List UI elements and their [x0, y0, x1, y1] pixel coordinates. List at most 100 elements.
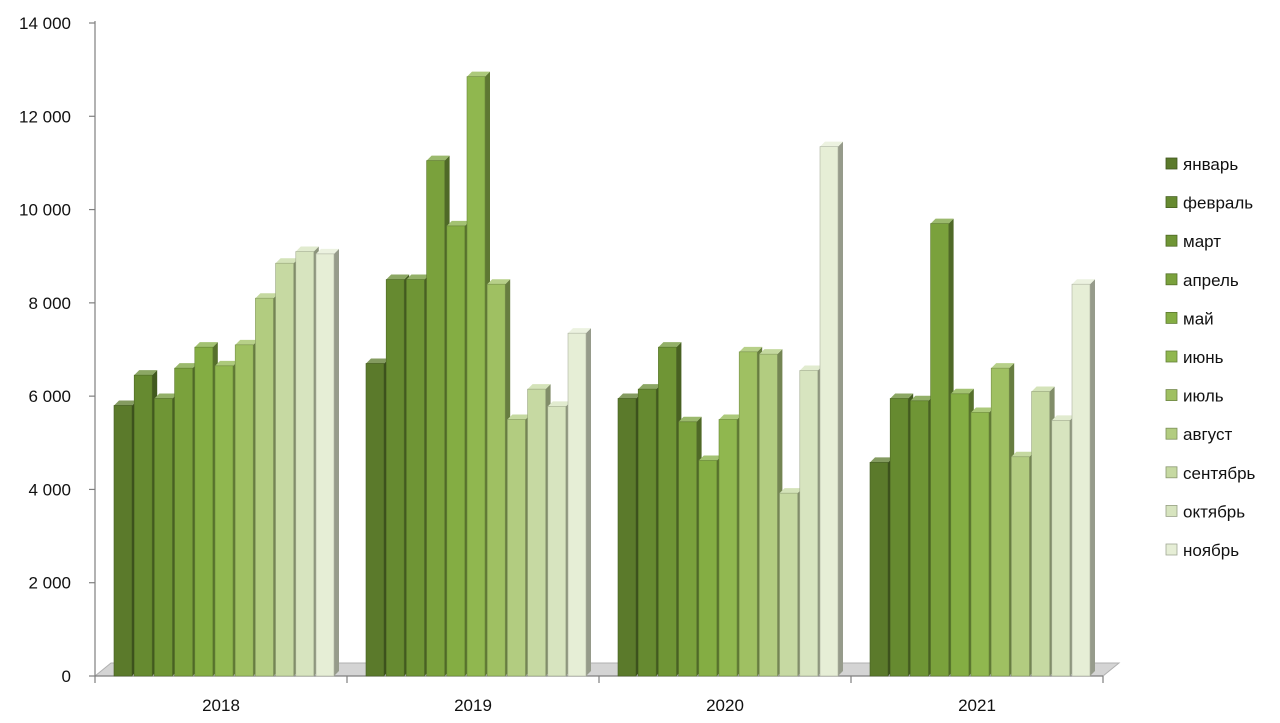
bar-front	[819, 146, 839, 677]
bar-front	[617, 398, 637, 677]
bar	[234, 339, 259, 677]
bar-top	[255, 293, 279, 299]
y-tick-label: 12 000	[19, 107, 71, 126]
bar	[779, 488, 803, 677]
bars	[113, 71, 1095, 677]
bar-top	[215, 360, 238, 366]
bar-top	[275, 258, 299, 264]
bar	[799, 365, 823, 677]
bar-top	[316, 248, 339, 254]
bar-top	[1051, 415, 1075, 421]
x-tick-label: 2020	[706, 696, 744, 715]
bar-front	[295, 251, 315, 677]
bar	[658, 342, 682, 677]
bar	[819, 141, 843, 677]
bar	[385, 274, 410, 677]
bar-front	[658, 346, 677, 677]
legend-item: февраль	[1165, 194, 1253, 213]
bar-top	[547, 401, 571, 407]
bar	[1051, 415, 1075, 677]
bar	[446, 220, 470, 677]
bar-top	[658, 342, 682, 348]
bar-front	[194, 346, 214, 677]
bar	[759, 349, 783, 677]
bar-front	[547, 406, 567, 677]
bar	[365, 358, 389, 677]
bar-front	[275, 262, 294, 677]
legend-item: апрель	[1165, 271, 1239, 290]
bar	[133, 370, 158, 677]
bar	[214, 360, 238, 677]
bar-front	[930, 223, 949, 677]
bar-front	[214, 365, 234, 677]
bar-front	[950, 393, 970, 677]
bar-front	[446, 225, 466, 677]
legend-swatch	[1165, 427, 1178, 440]
bar-top	[366, 358, 389, 364]
legend-item: январь	[1165, 155, 1238, 174]
bar-front	[718, 419, 738, 677]
bar	[486, 279, 511, 677]
bar	[698, 455, 722, 677]
bar-top	[820, 141, 843, 147]
legend-swatch	[1165, 196, 1178, 209]
bar-top	[870, 457, 893, 463]
bar-top	[487, 279, 511, 285]
bar	[547, 401, 571, 677]
bar-top	[739, 346, 763, 352]
bar	[637, 384, 662, 677]
legend-swatch	[1165, 466, 1178, 479]
bar-front	[970, 412, 990, 677]
bar-front	[466, 76, 486, 677]
bar-front	[889, 398, 909, 677]
bar	[930, 218, 954, 677]
bar-top	[446, 220, 470, 226]
bar-top	[467, 71, 490, 77]
legend-label: июль	[1183, 387, 1224, 406]
bar	[889, 393, 914, 677]
bar-top	[950, 388, 974, 394]
legend-label: август	[1183, 425, 1232, 444]
bar	[406, 274, 430, 677]
legend-swatch	[1165, 350, 1178, 363]
legend-item: май	[1165, 309, 1214, 328]
legend-label: март	[1183, 232, 1221, 251]
bar	[466, 71, 490, 677]
bar-top	[1031, 386, 1055, 392]
bar-top	[991, 363, 1015, 369]
bar-top	[779, 488, 803, 494]
bar-side	[586, 328, 591, 676]
bar-top	[568, 328, 591, 334]
bar-front	[406, 279, 425, 677]
bar-front	[507, 419, 526, 677]
legend-label: октябрь	[1183, 502, 1245, 521]
bar	[154, 393, 178, 677]
bar-top	[930, 218, 954, 224]
bar-top	[154, 393, 178, 399]
legend-item: ноябрь	[1165, 541, 1239, 560]
bar-front	[910, 400, 929, 677]
bar-side	[334, 248, 339, 676]
y-tick-label: 0	[62, 667, 71, 686]
y-tick-label: 4 000	[28, 480, 71, 499]
x-tick-label: 2019	[454, 696, 492, 715]
bar	[295, 246, 319, 677]
bar	[718, 414, 742, 677]
bar-top	[678, 416, 702, 422]
bar-top	[527, 384, 551, 390]
bar	[950, 388, 974, 677]
bar-front	[759, 353, 778, 677]
bar-top	[426, 155, 450, 161]
bar-side	[1090, 279, 1095, 676]
y-tick-label: 10 000	[19, 201, 71, 220]
legend-item: июль	[1165, 387, 1224, 406]
bar-front	[426, 160, 445, 677]
legend-label: апрель	[1183, 271, 1239, 290]
y-tick-label: 6 000	[28, 387, 71, 406]
bar-front	[527, 388, 546, 677]
bar-top	[386, 274, 410, 280]
bar	[275, 258, 299, 677]
bar-top	[719, 414, 742, 420]
legend-swatch	[1165, 234, 1178, 247]
